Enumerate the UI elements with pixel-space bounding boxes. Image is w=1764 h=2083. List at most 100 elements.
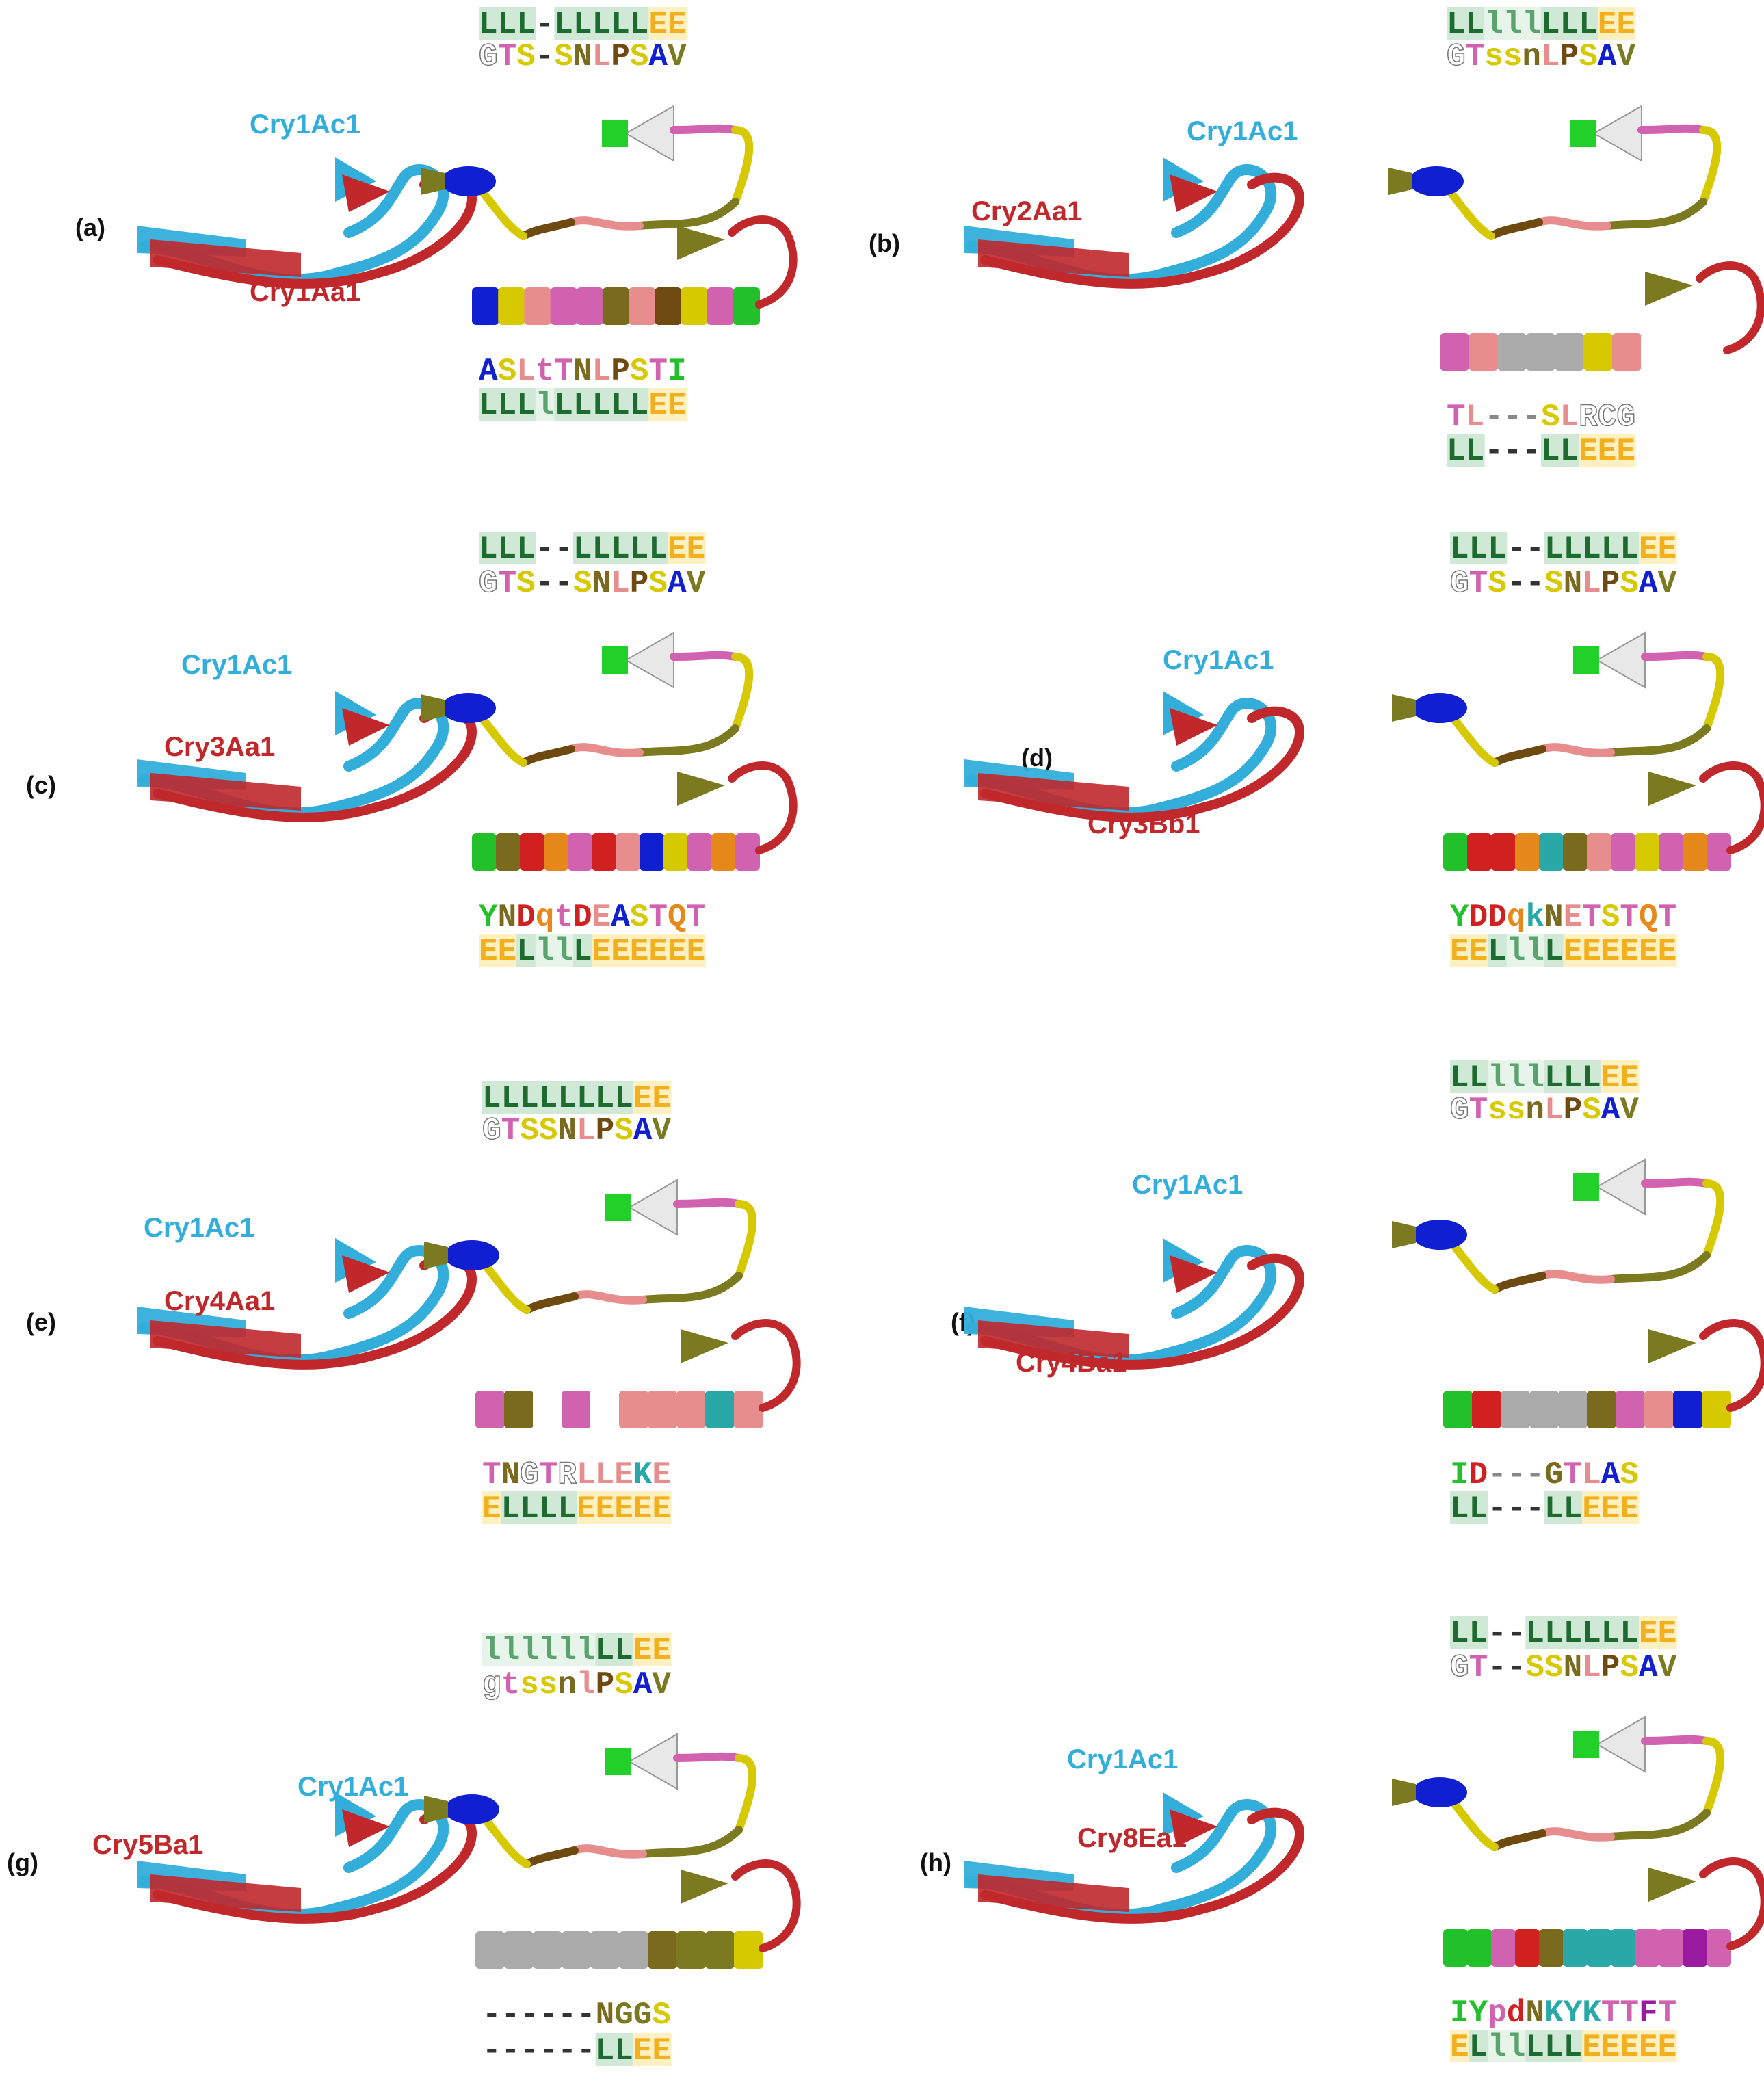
- superposition-overlay: [964, 157, 1304, 289]
- other-ribbon-seg: [1587, 1391, 1616, 1428]
- residue-char: G: [1450, 566, 1469, 601]
- ss-cell: [1582, 2030, 1602, 2062]
- other-ribbon-seg: [504, 1391, 534, 1428]
- residue-char: G: [482, 1113, 501, 1149]
- residue-char: l: [501, 1633, 521, 1668]
- ss-cell: [577, 1081, 596, 1114]
- ref-ribbon: [421, 105, 754, 240]
- ref-ribbon-tail: [1388, 168, 1412, 195]
- ss-cell: [573, 934, 593, 967]
- ss-cell: [1657, 532, 1677, 564]
- residue-char: l: [539, 1633, 558, 1668]
- ss-cell: [1579, 7, 1598, 40]
- residue-char: -: [536, 532, 555, 567]
- other-ribbon-seg: [562, 1391, 591, 1428]
- residue-char: s: [1503, 39, 1523, 75]
- ref-ribbon-seg: [1490, 1272, 1546, 1294]
- ss-cell: [535, 388, 555, 421]
- ref-ribbon-seg: [673, 1198, 743, 1208]
- ss-cell: [633, 1491, 653, 1524]
- ss-cell: [1450, 934, 1470, 967]
- ss-string: EELllLEEEEEE: [1450, 934, 1676, 969]
- ref-ribbon-end: [445, 1794, 499, 1824]
- residue-char: L: [1450, 1491, 1469, 1527]
- ref-protein-label: Cry1Ac1: [1187, 116, 1298, 146]
- residue-char: P: [630, 566, 649, 601]
- ss-string: llllllLLEE: [482, 1633, 671, 1668]
- residue-char: k: [1525, 900, 1544, 935]
- ref-ribbon-seg: [731, 653, 754, 733]
- ref-ribbon: [1392, 631, 1725, 767]
- ref-ribbon-end: [445, 1240, 499, 1270]
- ref-ribbon: [1388, 105, 1722, 240]
- ss-cell: [554, 388, 574, 421]
- other-ribbon-seg: [1616, 1391, 1645, 1428]
- residue-char: l: [1488, 2030, 1507, 2065]
- residue-char: A: [668, 566, 687, 601]
- residue-char: E: [1639, 2030, 1658, 2065]
- ss-cell: [573, 388, 593, 421]
- residue-char: -: [1507, 1616, 1526, 1651]
- residue-char: N: [1525, 1995, 1544, 2031]
- residue-char: E: [1450, 934, 1469, 969]
- bottom-seq-row: ------NGGS: [482, 1997, 671, 2033]
- other-ribbon-seg: [1673, 1391, 1702, 1428]
- residue-char: L: [1564, 532, 1583, 567]
- residue-char: L: [1544, 934, 1564, 969]
- bottom-seq-row: ASLtTNLPSTI: [479, 354, 687, 389]
- residue-char: L: [479, 532, 498, 567]
- residue-char: S: [630, 354, 649, 389]
- residue-char: T: [1620, 1995, 1639, 2031]
- other-ribbon-seg: [590, 1391, 620, 1428]
- ss-cell: [1541, 434, 1561, 467]
- other-ribbon-seg: [504, 1931, 534, 1969]
- residue-char: s: [1484, 39, 1503, 75]
- ref-ribbon: [1392, 1716, 1725, 1851]
- residue-char: L: [1525, 2030, 1544, 2065]
- residue-char: L: [1544, 1616, 1564, 1651]
- residue-char: E: [1616, 434, 1635, 469]
- other-ribbon-seg: [568, 833, 592, 871]
- residue-char: V: [1658, 1650, 1677, 1686]
- residue-char: E: [648, 934, 668, 969]
- residue-char: -: [501, 2033, 521, 2069]
- residue-char: L: [1564, 1616, 1583, 1651]
- ss-cell: [611, 532, 631, 564]
- residue-char: T: [648, 900, 668, 935]
- residue-char: E: [1639, 934, 1658, 969]
- residue-char: E: [1564, 934, 1583, 969]
- other-ribbon-arrow: [1648, 1868, 1696, 1902]
- ss-cell: [577, 1633, 596, 1666]
- sequence-string: GT--SSNLPSAV: [1450, 1650, 1677, 1686]
- ref-ribbon-seg: [670, 124, 739, 134]
- residue-char: D: [1469, 900, 1488, 935]
- residue-char: L: [577, 1113, 596, 1149]
- residue-char: G: [1447, 39, 1466, 75]
- ss-cell: [633, 1081, 653, 1114]
- other-ribbon-seg: [1644, 1391, 1674, 1428]
- residue-char: V: [1658, 566, 1677, 601]
- residue-char: P: [1601, 566, 1620, 601]
- ss-cell: [1525, 1060, 1545, 1093]
- residue-char: G: [479, 39, 498, 75]
- residue-char: T: [648, 354, 668, 389]
- top-seq-row: GTS-SNLPSAV: [478, 38, 687, 75]
- ref-ribbon-seg: [1641, 1177, 1711, 1188]
- ref-ribbon-cap: [605, 1748, 631, 1775]
- ss-cell: [538, 1633, 558, 1666]
- ss-cell: [611, 7, 631, 40]
- residue-char: L: [516, 532, 536, 567]
- residue-char: L: [516, 354, 536, 389]
- ss-string: LL---LLEEE: [1447, 434, 1635, 469]
- residue-char: T: [1564, 1457, 1583, 1493]
- residue-char: N: [573, 354, 592, 389]
- top-seq-row: GTS--SNLPSAV: [478, 565, 705, 602]
- ss-cell: [1450, 1616, 1470, 1649]
- ref-ribbon-arrow: [627, 1179, 678, 1236]
- top-ss-row: llllllLLEE: [482, 1633, 672, 1668]
- other-ribbon-seg: [655, 287, 682, 325]
- residue-char: S: [1620, 566, 1639, 601]
- residue-char: N: [573, 39, 592, 75]
- residue-char: Q: [1639, 900, 1658, 935]
- residue-char: L: [554, 7, 573, 42]
